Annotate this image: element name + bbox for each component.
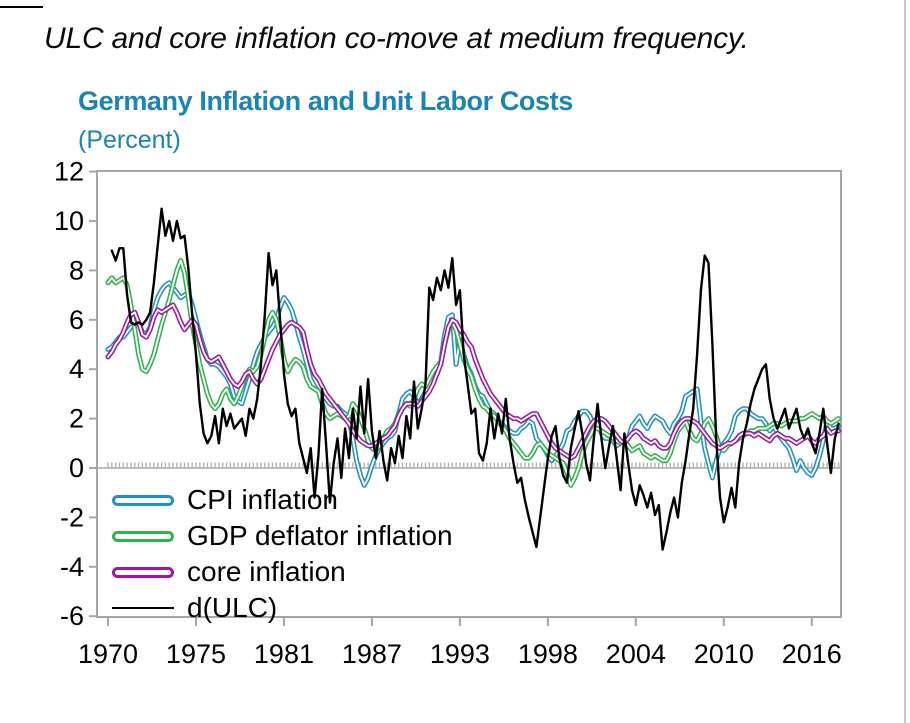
top-border-rule — [0, 6, 43, 8]
y-tick-label: -6 — [60, 601, 84, 631]
y-tick-label: -4 — [60, 552, 84, 582]
y-tick-label: 0 — [69, 453, 84, 483]
chart-subtitle: (Percent) — [78, 126, 181, 154]
y-tick-label: -2 — [60, 502, 84, 532]
legend-swatch-gdp-deflator-inflation-icon — [112, 530, 174, 542]
right-border-rule — [904, 0, 906, 723]
y-tick-label: 8 — [69, 255, 84, 285]
y-tick-label: 6 — [69, 305, 84, 335]
x-tick-label: 2010 — [694, 639, 754, 669]
y-tick-label: 2 — [69, 404, 84, 434]
x-tick-label: 1993 — [430, 639, 490, 669]
x-tick-label: 1998 — [518, 639, 578, 669]
x-tick-label: 1970 — [78, 639, 138, 669]
series-line-d-ulc — [110, 207, 840, 551]
plot-frame — [96, 170, 842, 618]
legend-label: CPI inflation — [187, 484, 338, 515]
x-tick-label: 2004 — [606, 639, 666, 669]
legend-swatch-cpi-inflation-icon — [112, 494, 174, 506]
x-tick-label: 1981 — [254, 639, 314, 669]
legend-item-cpi-inflation: CPI inflation — [112, 482, 453, 518]
x-tick-label: 1987 — [342, 639, 402, 669]
chart-title: Germany Inflation and Unit Labor Costs — [78, 86, 573, 116]
legend-label: GDP deflator inflation — [187, 520, 453, 551]
y-tick-label: 12 — [54, 157, 84, 187]
y-tick-label: 4 — [69, 354, 84, 384]
y-tick-label: 10 — [54, 206, 84, 236]
legend-label: d(ULC) — [187, 592, 278, 623]
chart-legend: CPI inflation GDP deflator inflation cor… — [112, 482, 453, 626]
x-tick-label: 2016 — [782, 639, 842, 669]
legend-swatch-core-inflation-icon — [112, 566, 174, 578]
legend-swatch-d-ulc-icon — [112, 607, 174, 609]
legend-label: core inflation — [187, 556, 346, 587]
legend-item-core-inflation: core inflation — [112, 554, 453, 590]
legend-item-d-ulc: d(ULC) — [112, 590, 453, 626]
legend-item-gdp-deflator-inflation: GDP deflator inflation — [112, 518, 453, 554]
x-tick-label: 1975 — [166, 639, 226, 669]
figure-caption: ULC and core inflation co-move at medium… — [44, 22, 749, 55]
